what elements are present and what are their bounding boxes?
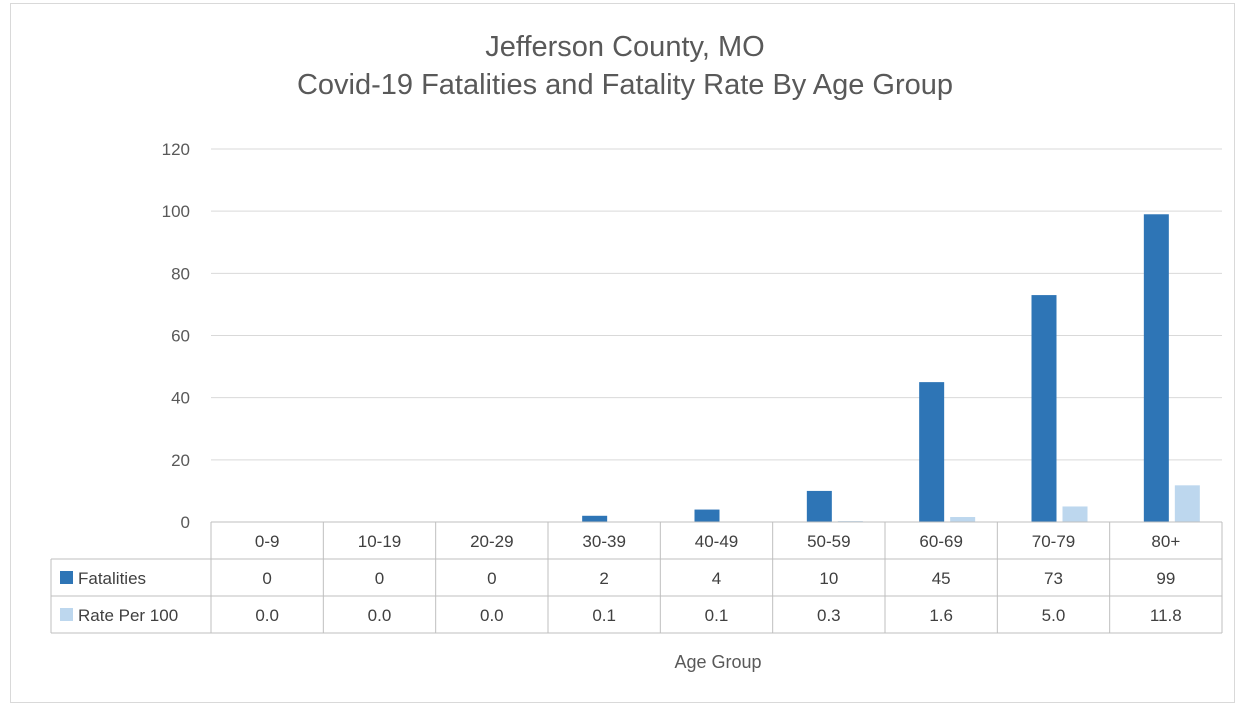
y-tick-label: 20 — [171, 451, 190, 470]
legend-swatch — [60, 571, 73, 584]
bar-rate-per-100-60-69 — [950, 517, 976, 522]
data-label: 1.6 — [929, 606, 953, 625]
data-label: 0.1 — [592, 606, 616, 625]
bar-rate-per-100-80+ — [1174, 485, 1200, 522]
x-tick-label: 80+ — [1151, 532, 1180, 551]
x-tick-label: 20-29 — [470, 532, 513, 551]
data-label: 0.0 — [368, 606, 392, 625]
y-tick-label: 60 — [171, 327, 190, 346]
gridlines — [211, 148, 1222, 461]
data-label: 10 — [819, 569, 838, 588]
data-label: 99 — [1156, 569, 1175, 588]
bar-rate-per-100-70-79 — [1062, 506, 1088, 522]
x-tick-label: 30-39 — [582, 532, 625, 551]
x-tick-label: 70-79 — [1032, 532, 1075, 551]
bar-fatalities-40-49 — [694, 509, 720, 522]
y-tick-label: 40 — [171, 389, 190, 408]
bars — [582, 214, 1200, 522]
x-tick-label: 50-59 — [807, 532, 850, 551]
data-label: 0.0 — [480, 606, 504, 625]
data-label: 4 — [712, 569, 721, 588]
data-label: 45 — [932, 569, 951, 588]
data-label: 11.8 — [1150, 606, 1182, 625]
bar-fatalities-70-79 — [1031, 295, 1057, 522]
bar-fatalities-60-69 — [919, 382, 945, 522]
x-tick-label: 60-69 — [919, 532, 962, 551]
data-table: 0-9 10-19 20-29 30-39 40-49 50-59 60-69 70-79 80… — [50, 521, 1223, 634]
data-label: 0 — [262, 569, 271, 588]
data-label: 0.3 — [817, 606, 841, 625]
x-tick-label: 10-19 — [358, 532, 401, 551]
y-tick-label: 120 — [162, 140, 190, 159]
legend-label: Fatalities — [78, 569, 146, 588]
x-tick-label: 0-9 — [255, 532, 280, 551]
data-label: 0 — [375, 569, 384, 588]
data-label: 0 — [487, 569, 496, 588]
x-tick-label: 40-49 — [695, 532, 738, 551]
legend-label: Rate Per 100 — [78, 606, 178, 625]
data-label: 5.0 — [1042, 606, 1066, 625]
data-label: 73 — [1044, 569, 1063, 588]
chart-title-line-2: Covid-19 Fatalities and Fatality Rate By… — [297, 69, 953, 101]
bar-fatalities-80+ — [1143, 214, 1169, 522]
y-tick-label: 80 — [171, 264, 190, 283]
data-label: 2 — [599, 569, 608, 588]
chart-frame — [10, 3, 1235, 703]
y-tick-label: 0 — [181, 513, 190, 532]
x-axis-title: Age Group — [674, 652, 761, 672]
bar-fatalities-30-39 — [582, 515, 608, 522]
data-label: 0.0 — [255, 606, 279, 625]
legend-swatch — [60, 608, 73, 621]
y-axis-ticks: 0 20 40 60 80 100 120 — [162, 140, 190, 532]
chart-title-line-1: Jefferson County, MO — [485, 31, 764, 63]
bar-fatalities-50-59 — [806, 490, 832, 522]
y-tick-label: 100 — [162, 202, 190, 221]
data-label: 0.1 — [705, 606, 729, 625]
